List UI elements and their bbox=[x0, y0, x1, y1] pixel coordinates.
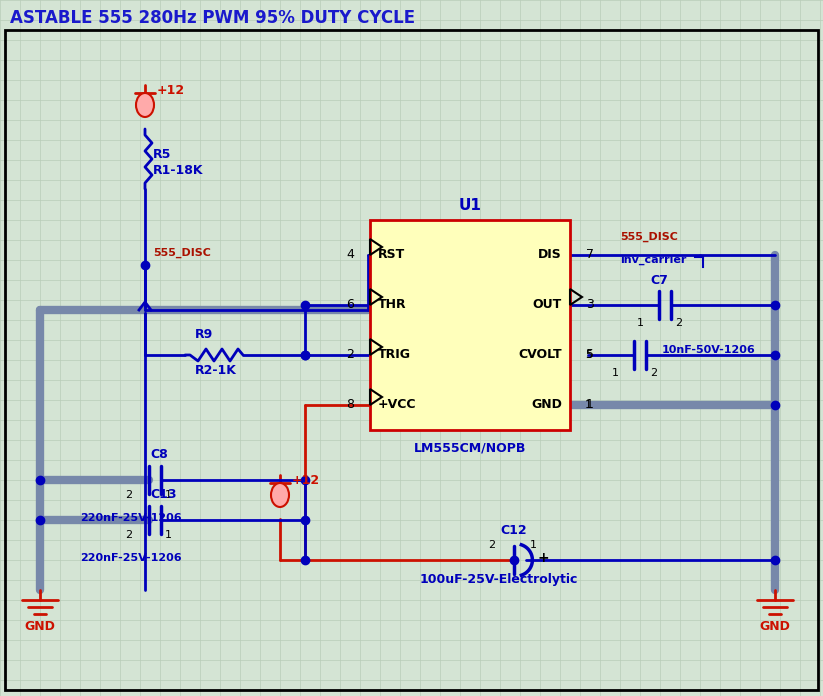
Text: 5: 5 bbox=[586, 349, 594, 361]
Text: TRIG: TRIG bbox=[378, 349, 411, 361]
Text: +12: +12 bbox=[157, 84, 185, 97]
Ellipse shape bbox=[271, 483, 289, 507]
Text: 6: 6 bbox=[346, 299, 354, 312]
Text: RST: RST bbox=[378, 248, 405, 262]
Text: 4: 4 bbox=[346, 248, 354, 262]
Text: THR: THR bbox=[378, 299, 407, 312]
Text: 2: 2 bbox=[675, 318, 682, 328]
Text: R9: R9 bbox=[195, 329, 213, 342]
Text: 5: 5 bbox=[585, 350, 592, 360]
Text: 3: 3 bbox=[586, 299, 594, 312]
Text: 1: 1 bbox=[165, 490, 172, 500]
Text: LM555CM/NOPB: LM555CM/NOPB bbox=[414, 441, 526, 454]
Text: DIS: DIS bbox=[538, 248, 562, 262]
Text: GND: GND bbox=[25, 619, 55, 633]
Text: 2: 2 bbox=[125, 530, 133, 540]
Bar bbox=[370, 220, 570, 430]
Text: 1: 1 bbox=[585, 400, 592, 410]
Text: 100uF-25V-Electrolytic: 100uF-25V-Electrolytic bbox=[420, 574, 579, 587]
Text: 1: 1 bbox=[165, 530, 172, 540]
Text: 1: 1 bbox=[637, 318, 644, 328]
Text: OUT: OUT bbox=[532, 299, 562, 312]
Text: 2: 2 bbox=[125, 490, 133, 500]
Text: 7: 7 bbox=[586, 248, 594, 262]
Text: +12: +12 bbox=[292, 473, 320, 487]
Ellipse shape bbox=[136, 93, 154, 117]
Text: ASTABLE 555 280Hz PWM 95% DUTY CYCLE: ASTABLE 555 280Hz PWM 95% DUTY CYCLE bbox=[10, 9, 415, 27]
Text: R5: R5 bbox=[153, 148, 171, 161]
Text: 555_DISC: 555_DISC bbox=[153, 248, 211, 258]
Text: +VCC: +VCC bbox=[378, 399, 416, 411]
Text: 1: 1 bbox=[612, 368, 619, 378]
Text: U1: U1 bbox=[458, 198, 481, 212]
Text: GND: GND bbox=[531, 399, 562, 411]
Text: 555_DISC: 555_DISC bbox=[620, 232, 678, 242]
Text: GND: GND bbox=[760, 619, 790, 633]
Text: 220nF-25V-1206: 220nF-25V-1206 bbox=[80, 553, 182, 563]
Text: C7: C7 bbox=[650, 274, 668, 287]
Text: 2: 2 bbox=[346, 349, 354, 361]
Text: C13: C13 bbox=[150, 489, 176, 502]
Text: 1: 1 bbox=[530, 540, 537, 550]
Text: inv_carrier: inv_carrier bbox=[620, 255, 686, 265]
Text: CVOLT: CVOLT bbox=[518, 349, 562, 361]
Text: +: + bbox=[538, 551, 550, 565]
Text: 10nF-50V-1206: 10nF-50V-1206 bbox=[662, 345, 756, 355]
Text: 1: 1 bbox=[586, 399, 594, 411]
Text: 8: 8 bbox=[346, 399, 354, 411]
Text: R2-1K: R2-1K bbox=[195, 363, 237, 377]
Text: 2: 2 bbox=[488, 540, 495, 550]
Text: C8: C8 bbox=[150, 448, 168, 461]
Text: R1-18K: R1-18K bbox=[153, 164, 203, 177]
Text: C12: C12 bbox=[500, 523, 527, 537]
Text: 2: 2 bbox=[650, 368, 657, 378]
Text: 220nF-25V-1206: 220nF-25V-1206 bbox=[80, 513, 182, 523]
